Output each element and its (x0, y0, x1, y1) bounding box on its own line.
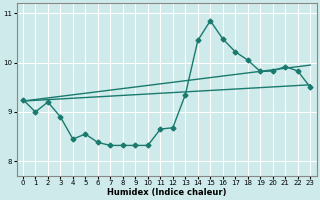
X-axis label: Humidex (Indice chaleur): Humidex (Indice chaleur) (107, 188, 226, 197)
